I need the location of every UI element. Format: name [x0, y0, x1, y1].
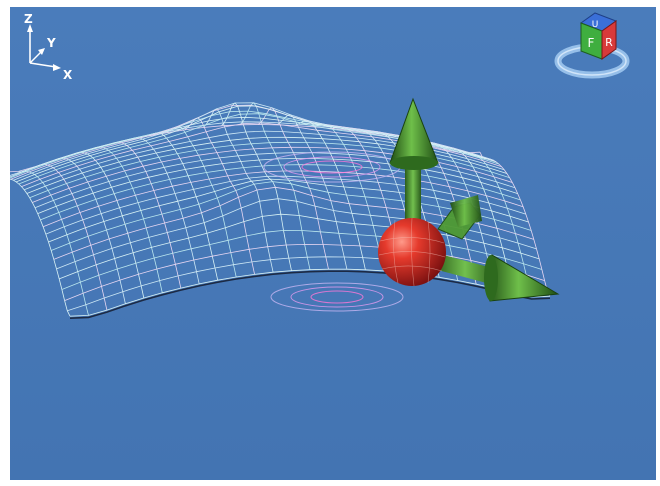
viewport-background — [10, 7, 656, 480]
move-y-arrow-icon[interactable] — [437, 195, 482, 240]
x-axis-line — [29, 62, 57, 68]
mesh-rim — [69, 270, 551, 319]
view-cube-top-label: U — [592, 20, 599, 30]
sphere-mesh-overlay — [378, 217, 446, 287]
mesh-line-v — [51, 181, 532, 251]
center-sphere-icon[interactable] — [378, 218, 446, 286]
mesh-line-v — [64, 243, 545, 301]
contour-ring — [270, 282, 404, 312]
mesh-line-v — [69, 268, 551, 317]
mesh-line-v — [42, 170, 524, 228]
y-axis-line — [29, 50, 43, 64]
contour-ring — [283, 156, 381, 178]
view-cube-right-face[interactable] — [601, 20, 617, 60]
move-x-arrow-icon[interactable] — [484, 254, 560, 302]
contour-ring — [310, 290, 364, 304]
3d-viewport[interactable]: Z Y X U F R — [10, 7, 656, 480]
view-cube-front-label: F — [588, 36, 595, 50]
mesh-line-v — [61, 229, 543, 290]
contour-ring — [290, 286, 384, 308]
mesh-line-v — [37, 158, 518, 214]
mesh-line-v — [45, 175, 526, 235]
x-axis-arrow-icon — [53, 64, 61, 71]
move-gizmo[interactable] — [378, 97, 560, 302]
move-z-arrow-icon[interactable] — [389, 97, 439, 170]
mesh-line-v — [48, 178, 529, 243]
y-axis-arrow-icon — [38, 48, 45, 55]
contour-ring — [301, 160, 363, 174]
mesh-line-v — [40, 164, 521, 221]
view-cube-right-label: R — [605, 36, 613, 49]
z-axis-label: Z — [24, 12, 33, 26]
move-x-shaft[interactable] — [434, 253, 496, 285]
y-axis-label: Y — [46, 36, 56, 50]
x-axis-label: X — [63, 68, 73, 82]
z-axis-arrow-icon — [27, 24, 33, 32]
axes-triad: Z Y X — [24, 12, 73, 82]
view-cube[interactable]: U F R — [554, 12, 630, 79]
